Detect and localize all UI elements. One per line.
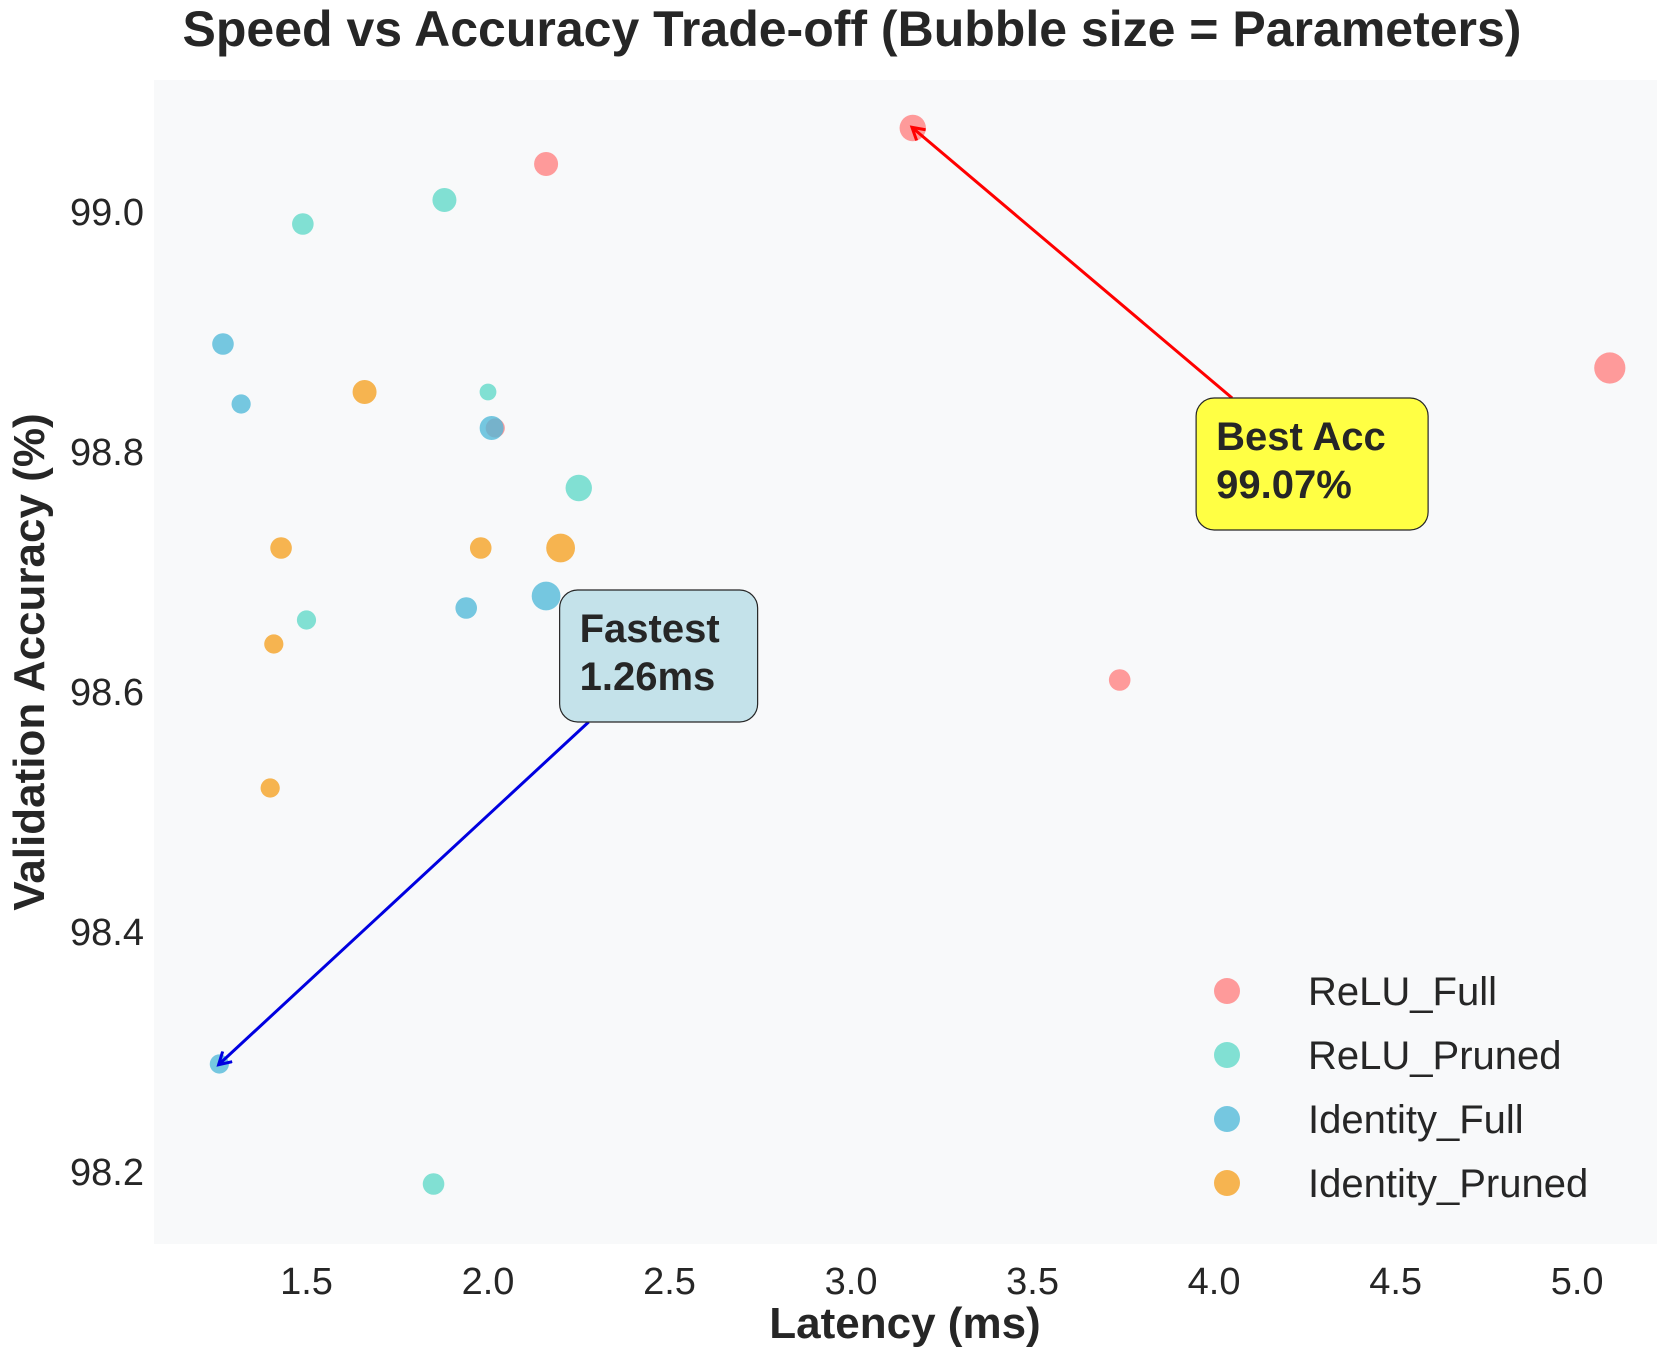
data-point (264, 634, 284, 654)
legend-marker (1214, 1170, 1240, 1196)
y-tick-label: 99.0 (70, 192, 144, 234)
x-axis-label: Latency (ms) (769, 1299, 1040, 1348)
x-tick-label: 2.5 (643, 1261, 696, 1303)
data-point (1594, 352, 1626, 384)
fastest-box (559, 589, 759, 723)
data-point (534, 152, 559, 176)
best-acc-text: 99.07% (1216, 463, 1352, 507)
data-point (432, 188, 457, 212)
plot-area (154, 80, 1657, 1244)
legend-label: Identity_Pruned (1308, 1162, 1588, 1206)
y-tick-label: 98.6 (70, 672, 144, 714)
legend-marker (1214, 1106, 1240, 1132)
legend-label: ReLU_Full (1308, 970, 1497, 1014)
y-axis-ticks: 98.2 98.4 98.6 98.8 99.0 (70, 192, 144, 1194)
data-point (469, 537, 492, 559)
data-point (231, 394, 251, 414)
x-tick-label: 3.5 (1006, 1261, 1059, 1303)
x-tick-label: 4.0 (1188, 1261, 1241, 1303)
best-acc-text: Best Acc (1216, 415, 1386, 459)
y-tick-label: 98.8 (70, 432, 144, 474)
legend-label: ReLU_Pruned (1308, 1034, 1562, 1078)
data-point (546, 533, 576, 563)
chart-title: Speed vs Accuracy Trade-off (Bubble size… (183, 1, 1522, 57)
x-tick-label: 5.0 (1551, 1261, 1604, 1303)
legend-label: Identity_Full (1308, 1098, 1524, 1142)
x-tick-label: 1.5 (280, 1261, 333, 1303)
fastest-arrow (219, 720, 590, 1064)
best-acc-box (1195, 397, 1429, 531)
data-point (292, 213, 314, 235)
data-point (1108, 669, 1131, 691)
data-point (565, 474, 592, 502)
legend-marker (1214, 978, 1240, 1004)
data-point (479, 416, 504, 440)
data-point (296, 610, 317, 630)
data-point (422, 1173, 445, 1195)
fastest-text: 1.26ms (580, 655, 716, 699)
y-tick-label: 98.2 (70, 1152, 144, 1194)
x-tick-label: 2.0 (462, 1261, 515, 1303)
x-tick-label: 4.5 (1369, 1261, 1422, 1303)
best-acc-arrow (913, 128, 1234, 400)
data-point (352, 380, 377, 404)
x-axis-ticks: 1.5 2.0 2.5 3.0 3.5 4.0 4.5 5.0 (280, 1261, 1603, 1303)
data-point (455, 597, 478, 619)
y-tick-label: 98.4 (70, 912, 144, 954)
legend-marker (1214, 1042, 1240, 1068)
data-point (260, 778, 280, 798)
y-axis-label: Validation Accuracy (%) (5, 413, 54, 910)
x-tick-label: 3.0 (825, 1261, 878, 1303)
data-point (212, 333, 234, 355)
data-point (479, 383, 497, 401)
data-point (270, 537, 292, 559)
fastest-text: Fastest (580, 607, 720, 651)
data-point (531, 581, 561, 611)
legend: ReLU_Full ReLU_Pruned Identity_Full Identit… (1214, 970, 1588, 1206)
